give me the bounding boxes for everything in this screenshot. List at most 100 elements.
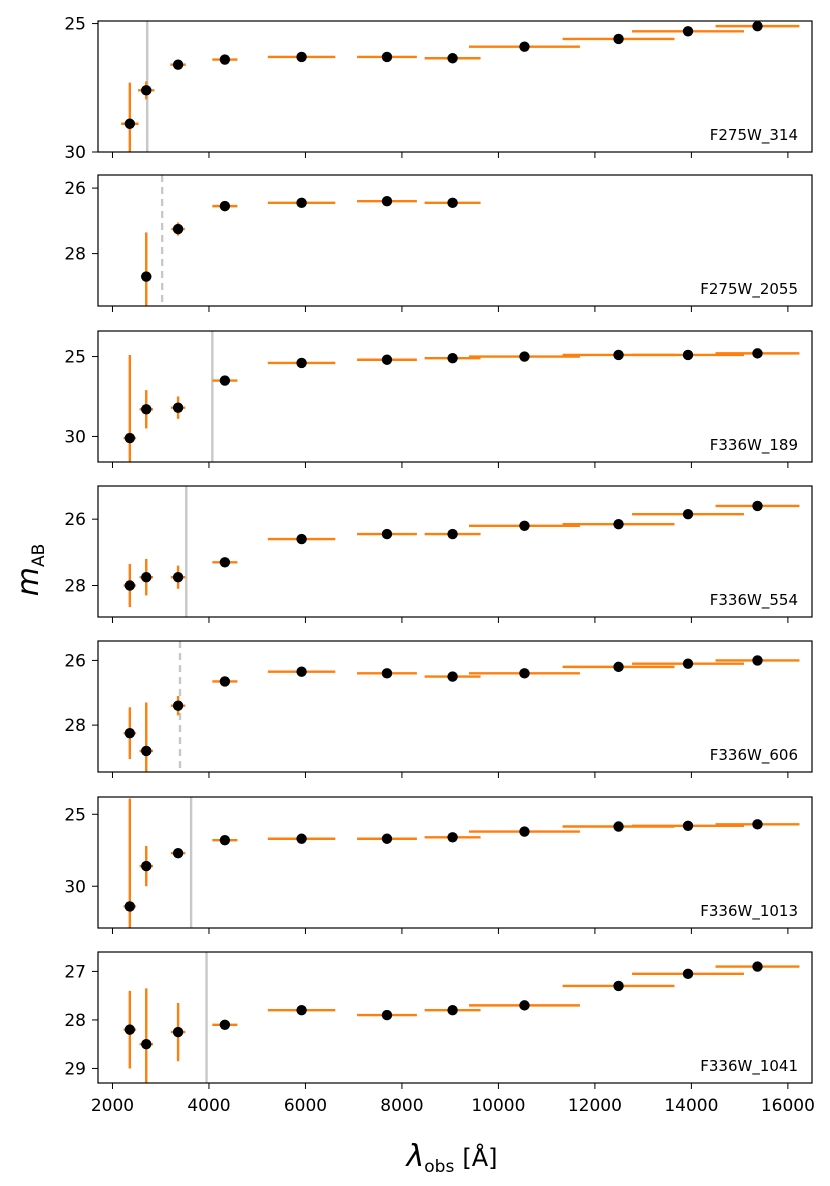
y-tick-label: 28 [64, 245, 86, 265]
data-point [447, 1005, 458, 1016]
panel-label: F336W_189 [710, 436, 798, 455]
y-tick-label: 26 [64, 179, 86, 199]
data-point [613, 661, 624, 673]
data-point [682, 968, 694, 980]
panel-frame [97, 330, 813, 463]
x-tick-label: 10000 [471, 1096, 525, 1116]
data-point [752, 961, 763, 972]
panel-frame [97, 485, 813, 618]
x-tick-label: 6000 [284, 1096, 327, 1116]
data-point [447, 671, 458, 682]
x-tick-label: 16000 [761, 1096, 815, 1116]
x-axis-label-sub: obs [424, 1157, 454, 1177]
data-point [219, 676, 231, 687]
y-tick-label: 26 [64, 651, 86, 671]
data-point [219, 1019, 231, 1030]
data-point [141, 1038, 152, 1050]
y-tick-label: 27 [64, 962, 86, 982]
data-point [172, 59, 184, 70]
data-point [447, 832, 458, 843]
data-point [141, 85, 152, 96]
panel-frame [97, 951, 813, 1084]
data-point [613, 33, 624, 45]
data-point [613, 518, 624, 530]
data-point [381, 668, 393, 679]
data-point [519, 41, 530, 52]
data-point [296, 1005, 307, 1016]
y-axis-label-main: m [11, 567, 46, 596]
data-point [124, 432, 136, 444]
panels-group: 25 30 F275W_314 26 28 F275W_2055 25 30 F336W_189… [64, 15, 813, 1089]
data-point [447, 197, 458, 209]
data-point [219, 557, 231, 568]
data-point [219, 375, 231, 386]
data-point [296, 51, 307, 63]
y-tick-label: 28 [64, 716, 86, 736]
data-point [124, 1024, 136, 1035]
data-point [381, 196, 393, 207]
x-tick-label: 8000 [380, 1096, 423, 1116]
panel-frame [97, 796, 813, 929]
data-point [613, 821, 624, 832]
data-point [124, 727, 136, 739]
data-point [296, 833, 307, 844]
data-point [141, 745, 152, 757]
panel-f336w-606: 26 28 F336W_606 [64, 640, 813, 778]
y-tick-label: 25 [64, 348, 86, 368]
data-point [141, 404, 152, 415]
x-tick-label: 14000 [664, 1096, 718, 1116]
data-point [124, 118, 136, 129]
x-axis: 2000 4000 6000 8000 10000 12000 14000 16000 [91, 1096, 815, 1116]
data-point [172, 223, 184, 235]
y-axis-label-sub: AB [29, 544, 49, 567]
data-point [296, 533, 307, 545]
data-point [296, 357, 307, 369]
data-point [519, 351, 530, 362]
data-point [519, 668, 530, 679]
panel-plot-area [123, 486, 800, 617]
panel-label: F336W_554 [710, 591, 798, 610]
data-point [682, 820, 694, 831]
data-point [682, 26, 694, 37]
panel-f336w-189: 25 30 F336W_189 [64, 330, 813, 468]
panel-plot-area [121, 21, 800, 152]
data-point [172, 847, 184, 859]
y-tick-label: 28 [64, 1011, 86, 1031]
data-point [141, 860, 152, 872]
panel-label: F336W_1013 [700, 902, 798, 921]
x-axis-label-unit: [Å] [462, 1143, 497, 1172]
data-point [381, 528, 393, 540]
panel-f336w-554: 26 28 F336W_554 [64, 485, 813, 623]
panel-plot-area [123, 952, 800, 1083]
data-point [447, 53, 458, 64]
data-point [381, 833, 393, 844]
data-point [219, 54, 231, 65]
data-point [752, 819, 763, 830]
data-point [447, 352, 458, 364]
data-point [124, 901, 136, 912]
data-point [752, 348, 763, 359]
x-axis-label: λobs [Å] [405, 1139, 498, 1177]
x-tick-label: 2000 [91, 1096, 134, 1116]
data-point [752, 21, 763, 32]
data-point [172, 572, 184, 583]
data-point [381, 354, 393, 365]
y-tick-label: 30 [64, 877, 86, 897]
data-point [613, 980, 624, 992]
data-point [519, 826, 530, 837]
panel-f336w-1013: 25 30 F336W_1013 [64, 796, 813, 934]
panel-plot-area [123, 331, 800, 462]
y-tick-label: 25 [64, 15, 86, 35]
data-point [682, 658, 694, 669]
panel-f336w-1041: 27 28 29 F336W_1041 [64, 951, 813, 1089]
data-point [519, 1000, 530, 1011]
panel-label: F275W_2055 [700, 280, 798, 299]
panel-plot-area [140, 175, 481, 306]
panel-plot-area [123, 797, 800, 928]
panel-frame [97, 640, 813, 773]
data-point [141, 271, 152, 282]
data-point [219, 834, 231, 846]
y-axis-label: mAB [11, 544, 49, 597]
data-point [219, 200, 231, 212]
